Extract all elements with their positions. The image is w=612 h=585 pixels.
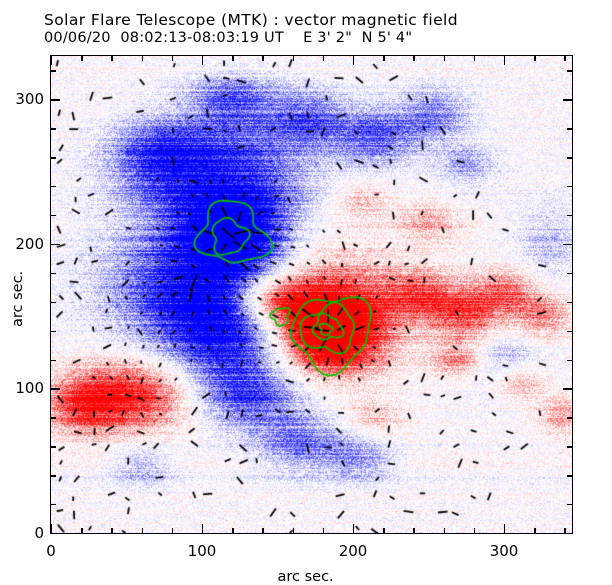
y-tick-right [563,533,572,535]
x-tick-top [473,56,476,61]
x-tick [473,528,476,533]
x-tick [202,524,204,533]
x-tick [262,528,264,533]
x-tick [564,528,566,533]
y-tick-right [567,417,572,419]
x-tick-top [81,56,83,61]
y-tick [51,330,56,333]
y-tick [51,99,60,101]
y-tick-right [567,157,572,159]
y-tick [51,301,56,304]
x-tick [504,524,506,533]
x-tick [111,528,113,533]
y-tick [51,359,56,361]
y-tick [51,417,56,419]
y-tick [51,533,60,535]
x-tick-top [51,56,53,65]
y-tick-right [567,215,572,217]
y-tick-label: 0 [34,524,44,542]
x-tick [292,528,294,533]
y-tick [51,475,56,477]
x-tick-top [111,56,113,61]
y-tick-label: 200 [15,234,44,253]
y-tick [51,504,56,506]
y-tick-right [567,128,572,130]
x-tick-top [383,56,385,61]
x-tick [443,528,446,533]
x-tick-label: 300 [489,542,519,560]
y-tick-right [563,388,572,390]
x-tick-top [564,56,566,61]
x-tick-top [534,56,536,61]
y-tick-right [563,99,572,101]
y-tick-right [567,359,572,361]
y-tick [51,388,60,390]
y-tick-right [567,70,572,72]
x-tick [383,528,385,533]
x-tick-top [202,56,204,65]
x-tick-top [262,56,264,61]
x-tick-top [171,56,174,61]
y-tick [51,157,56,159]
x-tick-top [322,56,325,61]
figure-title: Solar Flare Telescope (MTK) : vector mag… [44,11,458,29]
x-tick [81,528,83,533]
y-tick-right [567,475,572,477]
y-tick-right [567,504,572,506]
y-tick-label: 300 [15,90,44,109]
x-tick-label: 200 [338,542,368,560]
x-tick [141,528,143,533]
x-tick-top [443,56,446,61]
x-tick-top [232,56,234,61]
y-tick-label: 100 [15,379,44,398]
y-tick [51,128,56,130]
x-tick [534,528,536,533]
y-axis-title: arc sec. [10,270,26,327]
magnetogram-plot-area [51,56,572,533]
y-tick [51,243,60,246]
x-tick-label: 0 [46,542,56,560]
figure-subtitle: 00/06/20 08:02:13-08:03:19 UT E 3' 2" N … [44,29,413,46]
x-tick [232,528,234,533]
y-tick-right [567,301,572,304]
y-tick-right [567,272,572,275]
x-tick-top [141,56,143,61]
x-tick-top [292,56,294,61]
figure-title-block: Solar Flare Telescope (MTK) : vector mag… [44,11,458,46]
x-tick [171,528,174,533]
y-tick [51,186,56,188]
umbra-contour-layer [51,56,572,533]
x-tick [51,524,53,533]
y-tick-right [567,446,572,448]
x-tick-label: 100 [187,542,217,560]
y-tick [51,215,56,217]
x-tick [353,524,355,533]
x-tick-top [413,56,415,61]
x-tick [322,528,325,533]
y-tick [51,70,56,72]
y-tick-right [563,243,572,246]
x-tick [413,528,415,533]
x-tick-top [353,56,355,65]
y-tick [51,446,56,448]
x-axis-title: arc sec. [277,569,334,585]
y-tick-right [567,330,572,333]
y-tick [51,272,56,275]
x-tick-top [504,56,506,65]
y-tick-right [567,186,572,188]
